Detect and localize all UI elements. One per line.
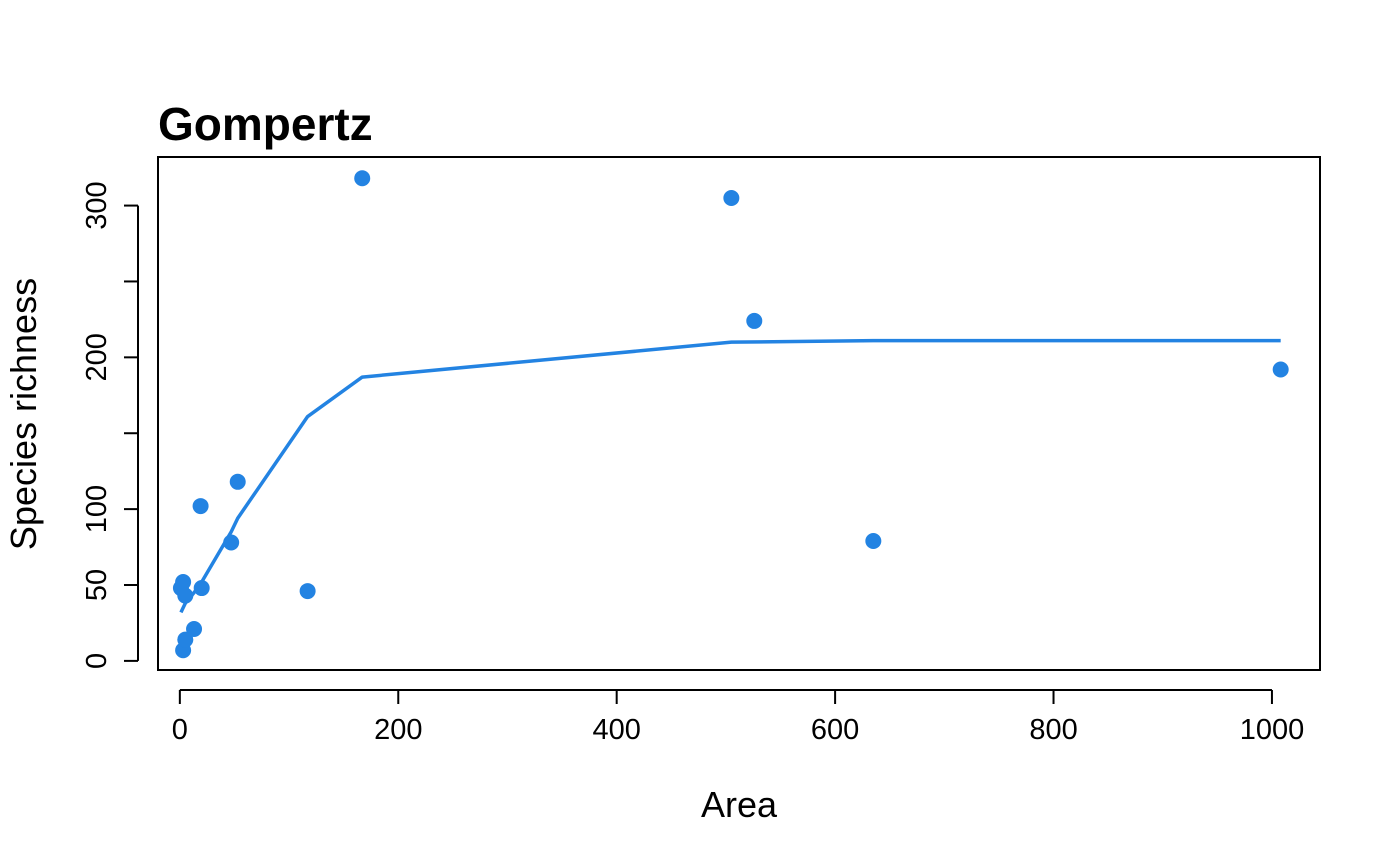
x-tick-label: 400	[592, 714, 640, 746]
data-point	[223, 534, 240, 551]
y-tick-label: 0	[81, 653, 113, 669]
y-tick-label: 100	[81, 485, 113, 533]
x-tick-label: 800	[1029, 714, 1077, 746]
y-tick-label: 50	[81, 569, 113, 601]
x-axis: 0 200 400 600 800 1000	[172, 689, 1305, 746]
y-tick-label: 300	[81, 181, 113, 229]
x-tick-label: 600	[811, 714, 859, 746]
data-point	[1272, 361, 1289, 378]
data-points	[172, 170, 1289, 659]
data-point	[192, 498, 209, 515]
data-point	[229, 473, 246, 490]
x-tick-label: 0	[172, 714, 188, 746]
y-tick-label: 200	[81, 333, 113, 381]
data-point	[723, 189, 740, 206]
gompertz-fit-line	[179, 338, 1281, 614]
plot-area-frame	[157, 156, 1321, 671]
x-tick-label: 1000	[1240, 714, 1305, 746]
data-point	[177, 587, 194, 604]
data-point	[175, 573, 192, 590]
y-axis-label: Species richness	[3, 278, 44, 550]
data-point	[746, 312, 763, 329]
chart-title: Gompertz	[158, 98, 373, 150]
x-tick-label: 200	[374, 714, 422, 746]
data-point	[299, 583, 316, 600]
y-axis: 0 50 100 200 300	[81, 181, 139, 669]
data-point	[865, 532, 882, 549]
data-point	[354, 170, 371, 187]
data-point	[186, 621, 203, 638]
x-axis-label: Area	[701, 784, 778, 825]
data-point	[177, 631, 194, 648]
data-point	[193, 580, 210, 597]
